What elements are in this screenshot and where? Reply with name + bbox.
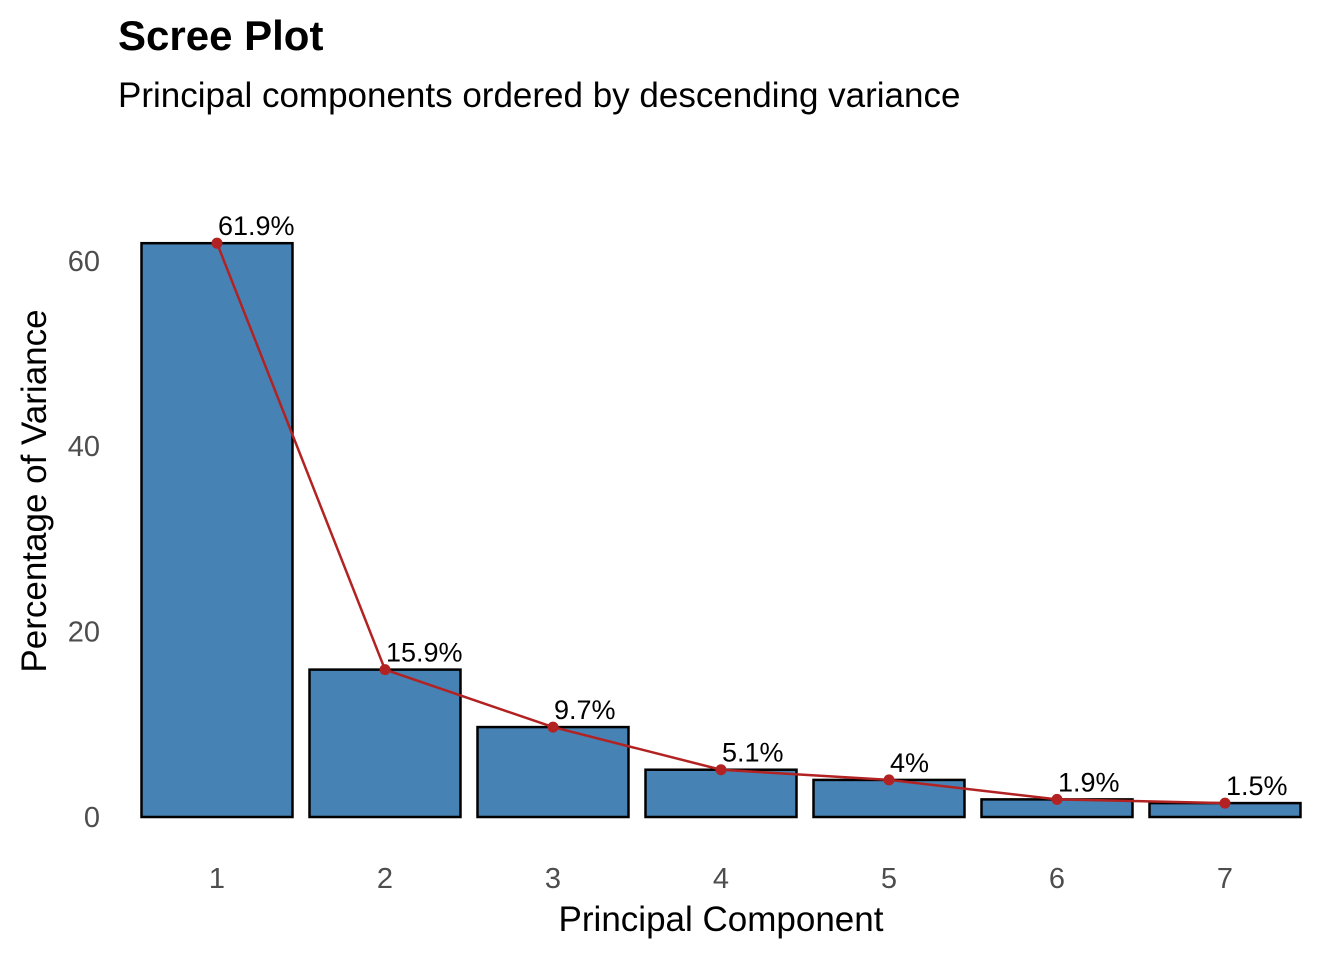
bar-pc-1 [140,241,294,819]
chart-subtitle: Principal components ordered by descendi… [118,76,961,115]
data-label-pc-3: 9.7% [554,695,616,725]
variance-point-pc-7 [1219,797,1231,809]
x-tick-label: 5 [881,863,897,895]
variance-point-pc-1 [211,237,223,249]
variance-point-pc-3 [547,721,559,733]
data-label-pc-5: 4% [890,748,929,778]
y-tick-label: 0 [84,802,100,834]
data-label-pc-6: 1.9% [1058,767,1120,797]
x-tick-label: 7 [1217,863,1233,895]
bar-pc-3 [476,725,630,819]
y-tick-label: 60 [68,246,100,278]
variance-point-pc-5 [883,774,895,786]
data-label-pc-2: 15.9% [386,638,463,668]
bar-pc-4 [644,768,798,819]
x-axis-ticks: 1 2 3 4 5 6 7 [209,863,1233,895]
variance-points [211,237,1231,809]
bar-pc-2 [308,668,462,819]
x-tick-label: 2 [377,863,393,895]
data-label-pc-4: 5.1% [722,738,784,768]
chart-title: Scree Plot [118,12,324,59]
x-tick-label: 6 [1049,863,1065,895]
x-tick-label: 3 [545,863,561,895]
y-axis-title: Percentage of Variance [15,309,54,672]
y-axis-ticks: 0 20 40 60 [68,246,100,834]
x-tick-label: 1 [209,863,225,895]
data-labels: 61.9% 15.9% 9.7% 5.1% 4% 1.9% 1.5% [218,211,1288,801]
x-tick-label: 4 [713,863,729,895]
variance-point-pc-2 [379,664,391,676]
x-axis-title: Principal Component [559,900,884,939]
data-label-pc-1: 61.9% [218,211,295,241]
variance-point-pc-4 [715,764,727,776]
y-tick-label: 40 [68,431,100,463]
data-label-pc-7: 1.5% [1226,771,1288,801]
y-tick-label: 20 [68,617,100,649]
bars [140,241,1302,819]
variance-point-pc-6 [1051,793,1063,805]
